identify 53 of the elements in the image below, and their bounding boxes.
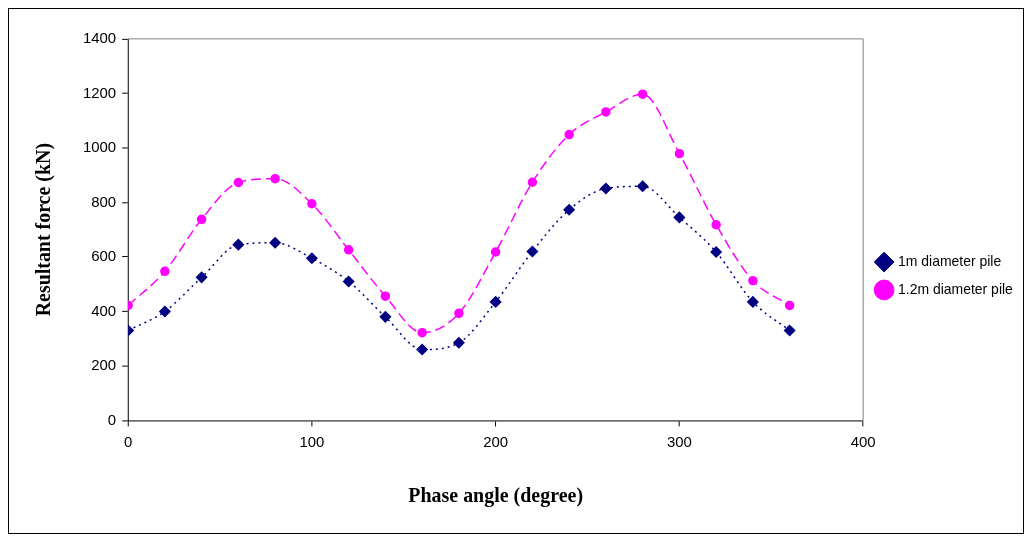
point xyxy=(784,300,795,311)
point xyxy=(489,296,502,308)
point xyxy=(306,252,318,264)
point xyxy=(747,296,759,308)
point xyxy=(673,211,686,224)
point xyxy=(380,291,391,301)
point xyxy=(379,311,392,323)
point xyxy=(196,214,207,225)
point xyxy=(232,238,245,251)
point xyxy=(637,89,648,99)
point xyxy=(417,327,427,338)
y-tick-label: 1000 xyxy=(82,138,117,156)
point xyxy=(233,177,244,188)
point xyxy=(160,266,170,277)
x-tick-label: 300 xyxy=(666,433,692,451)
x-tick-label: 200 xyxy=(483,433,509,451)
point xyxy=(783,324,796,337)
point xyxy=(636,180,649,193)
point xyxy=(601,107,611,117)
legend-label: 1m diameter pile xyxy=(898,252,1002,269)
point xyxy=(564,129,574,140)
point xyxy=(307,199,317,209)
point xyxy=(343,245,354,255)
y-tick-label: 600 xyxy=(91,247,117,265)
y-tick-label: 400 xyxy=(91,301,117,319)
point xyxy=(342,275,355,288)
point xyxy=(270,173,280,184)
point xyxy=(453,337,465,349)
x-tick-label: 100 xyxy=(299,433,325,451)
x-tick-label: 400 xyxy=(850,433,876,451)
point xyxy=(416,343,428,356)
point xyxy=(490,247,501,257)
point xyxy=(600,182,612,195)
legend-label: 1.2m diameter pile xyxy=(898,280,1014,297)
point xyxy=(748,275,758,286)
point xyxy=(563,204,575,216)
point xyxy=(526,245,539,258)
point xyxy=(454,308,464,319)
y-tick-label: 0 xyxy=(107,410,117,428)
point xyxy=(195,271,208,284)
point xyxy=(710,246,722,258)
point xyxy=(269,237,281,249)
point xyxy=(527,177,538,187)
point xyxy=(711,220,721,230)
point xyxy=(674,148,685,159)
y-axis-title: Resultant force (kN) xyxy=(32,142,56,317)
y-tick-label: 1200 xyxy=(82,83,117,101)
y-tick-label: 200 xyxy=(91,356,117,374)
y-tick-label: 800 xyxy=(91,192,117,210)
x-tick-label: 0 xyxy=(123,433,133,451)
y-tick-label: 1400 xyxy=(82,29,117,47)
x-axis-title: Phase angle (degree) xyxy=(408,484,584,508)
point xyxy=(159,305,171,318)
